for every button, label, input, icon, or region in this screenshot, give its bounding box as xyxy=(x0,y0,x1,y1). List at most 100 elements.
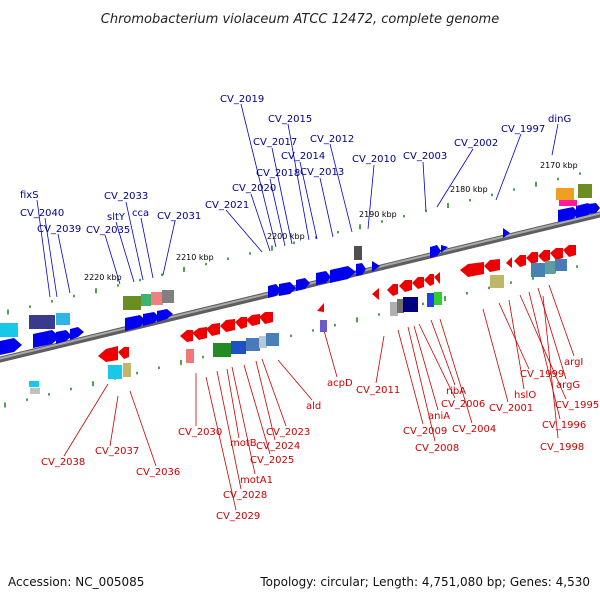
gene-label: motB xyxy=(230,438,257,449)
gene-arrow-reverse xyxy=(220,319,235,332)
leader-CV_2004 xyxy=(439,318,473,424)
gene-label: CV_2009 xyxy=(403,426,447,437)
gene-arrow-forward xyxy=(296,278,310,291)
gene-arrow-forward xyxy=(430,245,441,258)
gene-label: ribA xyxy=(446,386,466,397)
leader-sltY xyxy=(115,221,135,283)
gene-label: CV_2035 xyxy=(86,225,130,236)
reverse-gene-labels: CV_2038 CV_2037 CV_2036 CV_2030 CV_2029 … xyxy=(41,357,599,522)
leader-CV_2021 xyxy=(225,209,263,253)
leader-CV_2039 xyxy=(57,233,71,294)
gene-arrow-forward xyxy=(316,271,331,285)
gene-label: cca xyxy=(132,208,149,219)
leader-CV_2006 xyxy=(418,323,456,399)
gene-arrow-reverse xyxy=(538,250,550,262)
gene-label: CV_2028 xyxy=(223,490,267,501)
gene-block-pale xyxy=(390,302,398,316)
gene-label: CV_2021 xyxy=(205,200,249,211)
gene-label: sltY xyxy=(107,212,126,223)
gene-block-green xyxy=(213,343,231,357)
gene-block-grey xyxy=(162,290,174,303)
leader-CV_2029 xyxy=(205,376,237,511)
leader-CV_2001 xyxy=(482,308,509,403)
gene-label: CV_1999 xyxy=(520,369,564,380)
gene-block-blue xyxy=(231,341,246,354)
gene-arrow-reverse xyxy=(484,259,500,272)
leader-CV_2013 xyxy=(319,177,334,238)
gene-label: CV_2020 xyxy=(232,183,276,194)
leader-CV_2024 xyxy=(255,360,276,441)
leader-CV_2036 xyxy=(129,390,157,467)
gene-arrow-forward xyxy=(125,315,146,331)
leader-CV_2038 xyxy=(63,383,109,457)
leader-CV_1999 xyxy=(498,302,530,370)
gene-block-grey xyxy=(397,299,404,313)
genome-stats-text: Topology: circular; Length: 4,751,080 bp… xyxy=(259,575,590,589)
gene-label: CV_1996 xyxy=(542,420,586,431)
gene-arrow-reverse xyxy=(460,262,484,277)
leader-CV_2011 xyxy=(375,335,385,384)
gene-block-teal xyxy=(545,261,555,274)
map-title: Chromobacterium violaceum ATCC 12472, co… xyxy=(101,12,499,27)
gene-arrow-reverse xyxy=(235,317,247,329)
leader-CV_2008 xyxy=(407,326,436,442)
gene-arrow-reverse xyxy=(550,248,563,260)
gene-label: CV_2018 xyxy=(256,168,300,179)
leader-CV_2019 xyxy=(240,103,277,248)
forward-gene-labels: fixS CV_2040 CV_2039 CV_2035 sltY CV_203… xyxy=(20,94,571,236)
gene-arrow-forward xyxy=(441,245,448,253)
gene-label: CV_2025 xyxy=(250,455,294,466)
kbp-label: 2180 kbp xyxy=(450,185,488,194)
gene-arrow-reverse xyxy=(259,312,273,324)
gene-label: dinG xyxy=(548,114,571,125)
gene-label: CV_2001 xyxy=(489,403,533,414)
leader-CV_2003 xyxy=(422,161,427,212)
leader-CV_2015 xyxy=(287,123,310,241)
gene-label: CV_2039 xyxy=(37,224,81,235)
gene-block-steel xyxy=(246,338,260,351)
gene-arrow-forward xyxy=(356,263,366,276)
gene-label: ald xyxy=(306,401,321,412)
accession-text: Accession: NC_005085 xyxy=(8,575,144,589)
gene-block-green xyxy=(141,294,151,306)
gene-block-pale xyxy=(30,388,40,394)
kbp-label: 2170 kbp xyxy=(540,161,578,170)
gene-arrow-reverse xyxy=(399,280,412,292)
leader-argG xyxy=(537,287,567,380)
gene-block-magenta xyxy=(559,200,577,206)
gene-block-violet xyxy=(320,320,327,332)
gene-label: CV_2040 xyxy=(20,208,64,219)
gene-arrow-forward xyxy=(588,203,600,214)
leader-argI xyxy=(548,284,575,357)
gene-label: CV_1995 xyxy=(555,400,599,411)
leader-CV_1998 xyxy=(542,295,559,439)
gene-arrow-reverse xyxy=(206,323,220,336)
gene-label: argG xyxy=(556,380,580,391)
gene-label: CV_2014 xyxy=(281,151,325,162)
gene-arrow-reverse xyxy=(118,347,129,359)
gene-label: motA1 xyxy=(240,475,273,486)
forward-strand-genes xyxy=(0,184,600,355)
leader-CV_2018 xyxy=(269,178,286,247)
leader-CV_2010 xyxy=(367,164,375,230)
gene-block-pale xyxy=(259,336,267,348)
gene-label: CV_2030 xyxy=(178,427,222,438)
leader-CV_1996 xyxy=(528,291,561,420)
gene-label: CV_2002 xyxy=(454,138,498,149)
gene-arrow-forward xyxy=(0,338,22,355)
gene-arrow-reverse xyxy=(387,284,398,296)
gene-block-khaki xyxy=(490,275,504,288)
gene-label: hslO xyxy=(514,390,536,401)
gene-arrow-reverse xyxy=(412,277,424,289)
gene-block-cyan-small xyxy=(29,381,39,387)
gene-label: CV_2008 xyxy=(415,443,459,454)
gene-label: CV_1997 xyxy=(501,124,545,135)
gene-arrow-forward xyxy=(70,327,84,340)
gene-block-steel xyxy=(266,333,279,346)
gene-label: CV_2010 xyxy=(352,154,396,165)
leader-CV_1995 xyxy=(519,294,567,400)
gene-label: CV_2033 xyxy=(104,191,148,202)
gene-arrow-reverse xyxy=(98,346,118,362)
gene-label: acpD xyxy=(327,378,353,389)
